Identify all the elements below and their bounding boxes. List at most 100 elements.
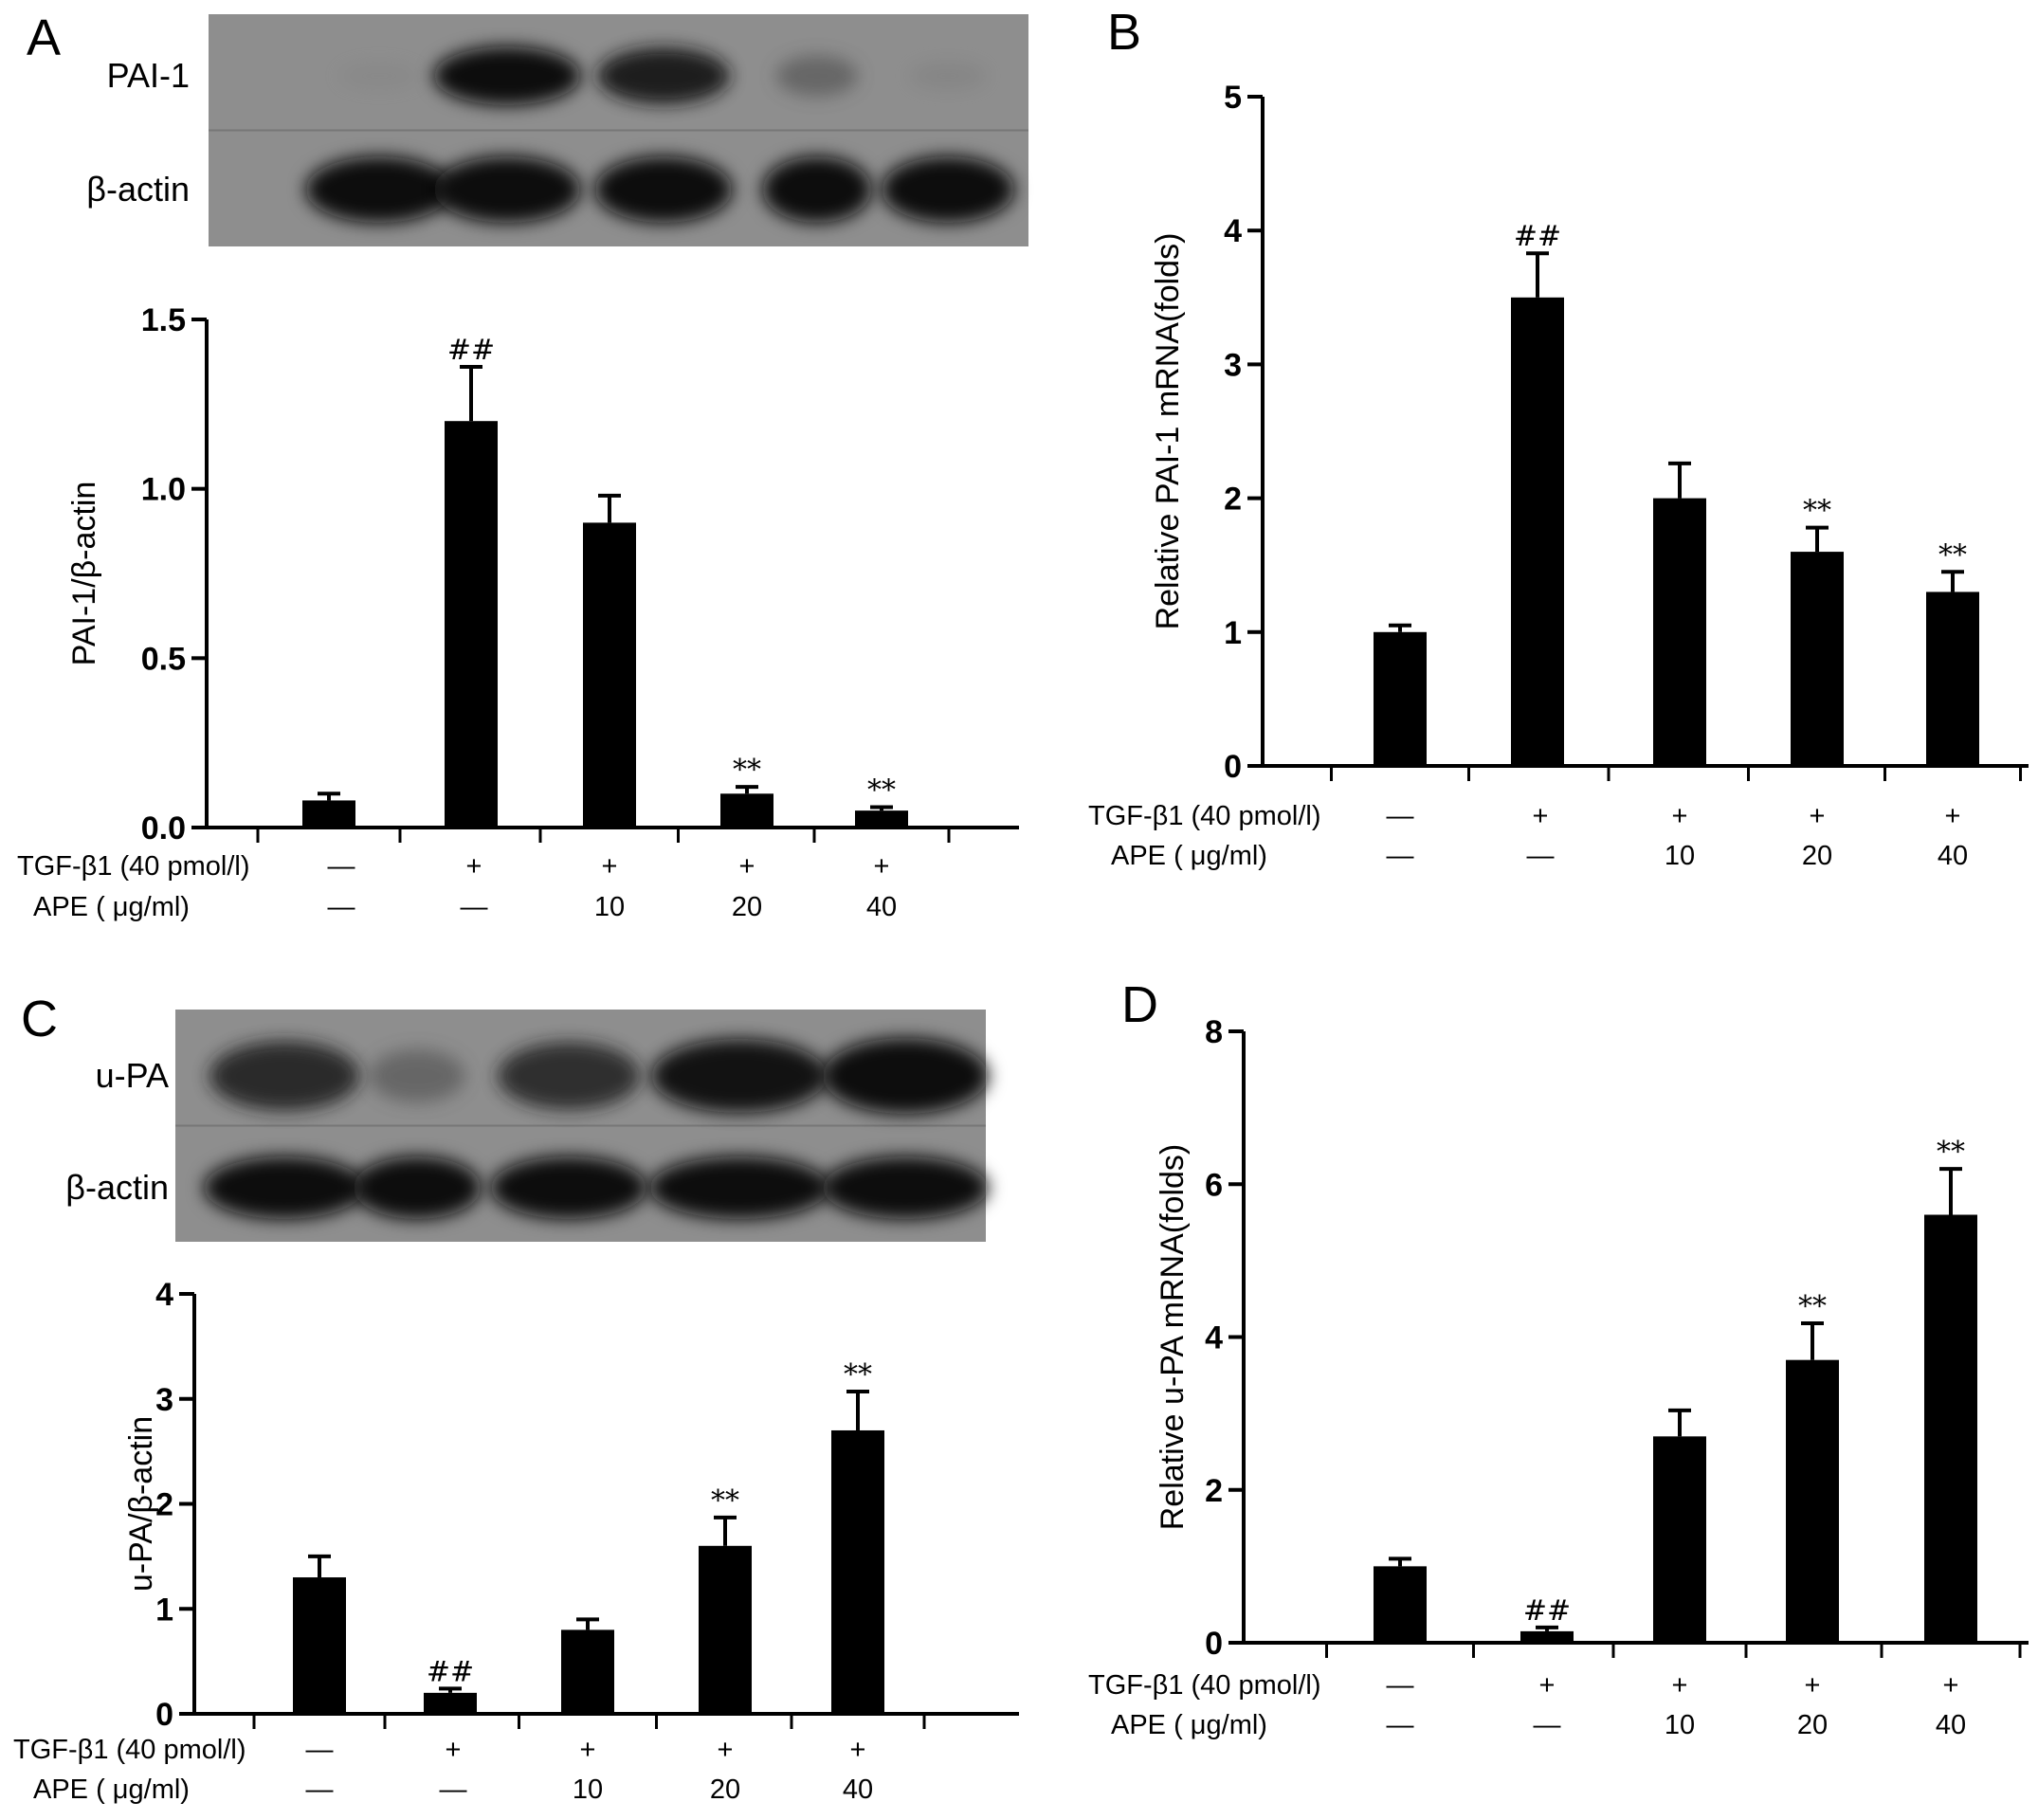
panel-letter: A bbox=[27, 9, 61, 66]
tgf-value: + bbox=[1672, 801, 1688, 831]
ape-value: 40 bbox=[1938, 841, 1968, 871]
blot-band bbox=[649, 1156, 829, 1219]
bar bbox=[1511, 297, 1564, 766]
y-tick-label: 2 bbox=[1224, 482, 1242, 518]
blot-band bbox=[497, 1042, 641, 1110]
y-tick-label: 3 bbox=[1224, 347, 1242, 383]
ape-value: 10 bbox=[1665, 1710, 1695, 1740]
western-blot-layer: A PAI-1 β-actin Cu-PA β-actin bbox=[21, 9, 1028, 1242]
ape-value: 20 bbox=[1802, 841, 1832, 871]
ape-value: 40 bbox=[1936, 1710, 1966, 1740]
bar bbox=[302, 800, 355, 828]
blot-band bbox=[433, 156, 581, 223]
bar bbox=[293, 1577, 346, 1714]
bar bbox=[1791, 552, 1844, 766]
significance-marker: ** bbox=[711, 1484, 739, 1518]
chart-panel-b: B 0 1 2 3 4 5 Relative PAI-1 mRNA(folds) ## ** ** T… bbox=[1088, 4, 2029, 871]
panel-letter: C bbox=[21, 991, 58, 1047]
significance-marker: ** bbox=[1938, 538, 1967, 572]
tgf-value: + bbox=[1943, 1670, 1959, 1701]
bar bbox=[1924, 1214, 1977, 1643]
tgf-value: + bbox=[1533, 801, 1549, 831]
y-tick-label: 1.0 bbox=[141, 472, 186, 508]
blot-band-label: PAI-1 bbox=[107, 56, 190, 95]
tgf-row-label: TGF-β1 (40 pmol/l) bbox=[13, 1735, 246, 1765]
ape-value: — bbox=[1527, 841, 1555, 871]
blot-band bbox=[209, 1041, 360, 1111]
tgf-value: + bbox=[874, 851, 890, 882]
y-tick-label: 2 bbox=[1205, 1473, 1223, 1509]
significance-marker: ** bbox=[1937, 1136, 1965, 1169]
bar bbox=[1374, 1566, 1427, 1643]
tgf-value: + bbox=[1810, 801, 1826, 831]
y-tick-label: 1 bbox=[155, 1592, 173, 1628]
y-tick-label: 0.0 bbox=[141, 810, 186, 846]
significance-marker: ** bbox=[1798, 1290, 1827, 1323]
tgf-value: + bbox=[602, 851, 618, 882]
ape-row-label: APE ( μg/ml) bbox=[33, 1774, 190, 1805]
panel-letter: B bbox=[1107, 4, 1141, 61]
bar bbox=[1653, 1436, 1706, 1643]
tgf-value: + bbox=[1672, 1670, 1688, 1701]
bar bbox=[445, 421, 498, 828]
blot-band bbox=[337, 62, 421, 90]
tgf-value: + bbox=[1805, 1670, 1821, 1701]
ape-value: — bbox=[1387, 1710, 1414, 1740]
y-axis-title: Relative u-PA mRNA(folds) bbox=[1155, 1144, 1191, 1531]
bar bbox=[855, 810, 908, 828]
y-tick-label: 4 bbox=[155, 1277, 173, 1313]
blot-band bbox=[305, 156, 453, 223]
ape-row-label: APE ( μg/ml) bbox=[33, 892, 190, 922]
y-tick-label: 2 bbox=[155, 1487, 173, 1523]
blot-band bbox=[651, 1039, 828, 1113]
blot-band bbox=[775, 55, 859, 97]
ape-row-label: APE ( μg/ml) bbox=[1111, 841, 1267, 871]
tgf-value: + bbox=[446, 1735, 462, 1765]
tgf-value: + bbox=[718, 1735, 734, 1765]
ape-value: 20 bbox=[710, 1774, 740, 1805]
tgf-value: + bbox=[1539, 1670, 1556, 1701]
tgf-value: — bbox=[1387, 801, 1414, 831]
y-axis-title: u-PA/β-actin bbox=[123, 1416, 159, 1592]
blot-panel-a: A PAI-1 β-actin bbox=[27, 9, 1028, 246]
blot-band bbox=[490, 1156, 647, 1219]
significance-marker: ## bbox=[447, 334, 495, 367]
blot-band bbox=[597, 47, 730, 104]
significance-marker: ** bbox=[733, 754, 761, 787]
y-tick-label: 8 bbox=[1205, 1014, 1223, 1050]
tgf-row-label: TGF-β1 (40 pmol/l) bbox=[1088, 801, 1321, 831]
ape-value: — bbox=[440, 1774, 467, 1805]
ape-value: 10 bbox=[1665, 841, 1695, 871]
significance-marker: ## bbox=[1514, 220, 1561, 253]
tgf-row-label: TGF-β1 (40 pmol/l) bbox=[1088, 1670, 1321, 1701]
ape-value: — bbox=[306, 1774, 334, 1805]
ape-value: 40 bbox=[843, 1774, 873, 1805]
blot-band-label: β-actin bbox=[65, 1168, 169, 1207]
bar bbox=[720, 793, 773, 828]
blot-band bbox=[822, 1038, 989, 1114]
tgf-value: — bbox=[306, 1735, 334, 1765]
y-tick-label: 1 bbox=[1224, 615, 1242, 651]
blot-band bbox=[822, 1156, 989, 1219]
blot-band bbox=[433, 46, 581, 105]
blot-band bbox=[369, 1049, 465, 1102]
tgf-value: + bbox=[850, 1735, 866, 1765]
tgf-value: + bbox=[580, 1735, 596, 1765]
bar bbox=[1926, 592, 1979, 766]
bar bbox=[699, 1545, 752, 1714]
bar bbox=[561, 1629, 614, 1714]
ape-value: 20 bbox=[1797, 1710, 1828, 1740]
bar bbox=[424, 1692, 477, 1714]
significance-marker: ** bbox=[844, 1358, 872, 1392]
y-tick-label: 4 bbox=[1205, 1320, 1223, 1356]
y-tick-label: 6 bbox=[1205, 1167, 1223, 1203]
tgf-value: — bbox=[1387, 1670, 1414, 1701]
blot-band bbox=[594, 156, 733, 223]
bar bbox=[1653, 498, 1706, 766]
ape-value: 10 bbox=[573, 1774, 603, 1805]
ape-value: — bbox=[461, 892, 488, 922]
y-tick-label: 1.5 bbox=[141, 302, 186, 338]
blot-band bbox=[762, 156, 872, 223]
panel-letter: D bbox=[1121, 976, 1158, 1033]
